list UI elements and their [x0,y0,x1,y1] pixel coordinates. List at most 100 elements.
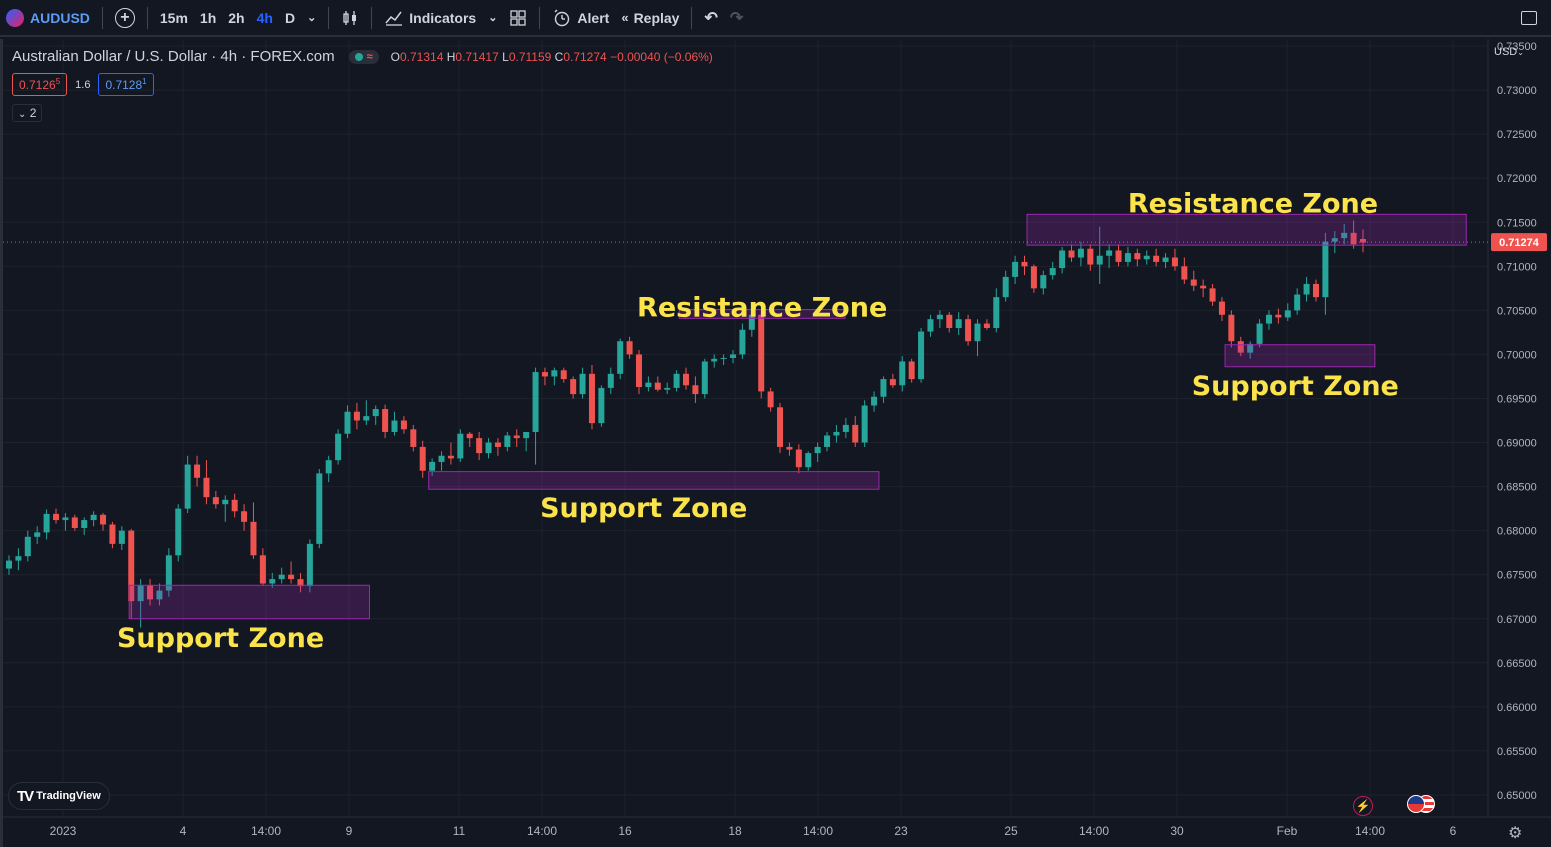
interval-dropdown[interactable]: ⌄ [301,0,322,36]
candle-body [34,532,41,537]
sell-button[interactable]: 0.71265 [12,73,68,96]
symbol-title[interactable]: Australian Dollar / U.S. Dollar · 4h · F… [12,48,335,65]
toolbar-divider [146,6,148,29]
candle-body [1312,283,1319,298]
candle-body [476,438,483,454]
candle-body [720,357,727,359]
candle-body [1143,255,1150,260]
candle-body [1190,279,1197,286]
buy-button[interactable]: 0.71281 [98,73,154,96]
candle-body [278,574,285,580]
zone-label: Resistance Zone [1128,188,1378,219]
candle-body [325,460,332,474]
interval-d[interactable]: D [284,9,296,26]
x-tick-label: 25 [1004,824,1018,838]
economic-events-flags-icon[interactable] [1407,795,1435,815]
candle-body [683,373,689,386]
x-tick-label: 14:00 [251,824,281,838]
replay-button[interactable]: « Replay [615,0,685,36]
candle-body [335,433,342,461]
spread-value: 1.6 [75,78,91,91]
candle-body [965,319,972,342]
indicators-collapse-button[interactable]: ⌄ 2 [12,104,43,122]
candle-body [372,409,379,417]
candle-body [250,521,257,556]
candle-body [494,442,501,447]
candle-body [1162,257,1169,262]
candle-body [118,530,125,544]
wave-icon: ≈ [366,50,373,63]
chart-pane[interactable]: 0.73500 0.73000 0.72500 0.72000 0.71500 0.710… [0,39,1551,847]
chevron-down-icon: ⌄ [18,109,27,120]
candle-body [701,361,708,395]
candle-body [53,513,60,521]
interval-1h[interactable]: 1h [199,9,217,26]
gear-icon[interactable]: ⚙ [1508,825,1523,842]
candle-body [259,555,266,584]
indicators-dropdown[interactable]: ⌄ [482,0,503,36]
candle-body [1218,301,1225,315]
toolbar-divider [371,6,373,29]
candle-body [833,431,840,436]
candle-body [786,446,793,450]
chevron-down-icon: ⌄ [307,12,317,24]
zone-label: Support Zone [117,623,324,654]
tradingview-logo[interactable]: TV TradingView [8,782,110,810]
interval-4h[interactable]: 4h [256,9,273,26]
x-tick-label: 30 [1170,824,1184,838]
x-tick-label: 18 [728,824,742,838]
alert-label: Alert [577,9,610,26]
x-tick-label: 14:00 [803,824,833,838]
candle-body [165,555,172,591]
candle-body [664,387,671,390]
y-tick-label: 0.67000 [1497,614,1537,626]
alert-button[interactable]: Alert [546,0,615,36]
high-label: H [446,49,456,64]
price-chart[interactable]: 0.73500 0.73000 0.72500 0.72000 0.71500 0.710… [3,39,1551,847]
interval-2h[interactable]: 2h [228,9,245,26]
candle-body [1322,241,1329,298]
candle-body [1360,239,1366,243]
compare-symbol-button[interactable]: + [109,0,141,36]
indicators-button[interactable]: Indicators [378,0,482,36]
candle-body [100,514,107,525]
fullscreen-button[interactable] [1515,0,1543,36]
candle-body [955,319,962,328]
x-tick-label: 6 [1450,824,1457,838]
candle-body [767,391,774,408]
candle-body [1021,261,1028,267]
layout-button[interactable] [503,0,533,36]
candle-body [993,297,1000,328]
candle-body [607,373,614,388]
candle-body [1077,248,1084,258]
undo-button[interactable]: ↶ [698,0,723,36]
y-tick-label: 0.73000 [1497,85,1537,97]
candle-body [382,409,389,432]
candle-body [1294,294,1301,311]
market-status-toggle[interactable]: ≈ [348,49,379,64]
candle-body [1068,250,1075,258]
undo-icon: ↶ [704,9,718,27]
symbol-search[interactable]: AUDUSD [0,0,96,36]
candle-body [946,314,953,328]
currency-selector[interactable]: USD⌄ [1494,46,1524,58]
candle-body [1350,232,1357,245]
redo-button[interactable]: ↷ [724,0,749,36]
chart-type-button[interactable] [335,0,365,36]
candle-body [1200,285,1207,289]
x-tick-label: 2023 [50,824,77,838]
candle-body [391,420,398,432]
lightning-icon[interactable]: ⚡ [1353,796,1373,816]
candle-body [795,449,802,468]
toolbar-divider [101,6,103,29]
candle-body [1040,275,1047,289]
candle-body [306,543,313,587]
toolbar-divider [328,6,330,29]
candle-body [184,464,191,509]
currency-label: USD [1494,46,1518,58]
open-label: O [390,49,400,64]
candle-body [824,435,831,447]
interval-15m[interactable]: 15m [159,9,188,26]
candle-body [871,396,878,406]
candle-body [758,314,765,392]
